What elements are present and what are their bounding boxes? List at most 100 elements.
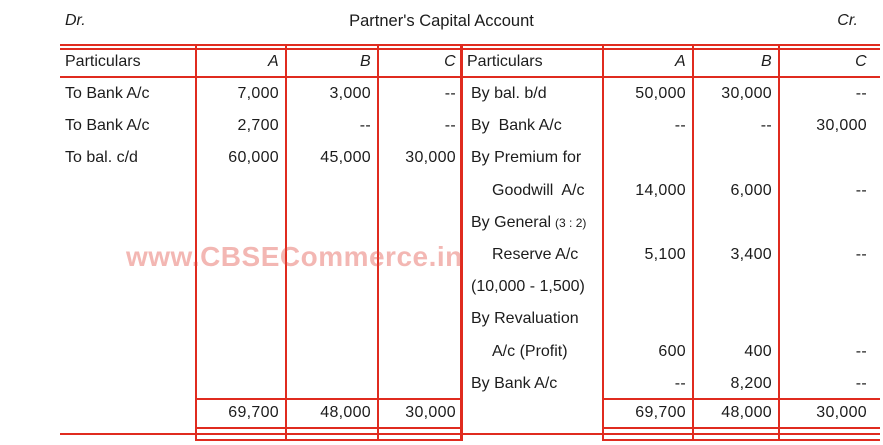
credit-amount-b: 30,000 bbox=[721, 85, 772, 103]
credit-col-c-header: C bbox=[855, 53, 867, 70]
credit-particulars: By General (3 : 2) bbox=[471, 213, 587, 231]
debit-particulars: To Bank A/c bbox=[65, 85, 150, 103]
credit-row: Reserve A/c 5,100 3,400 -- bbox=[462, 239, 880, 271]
credit-particulars: A/c (Profit) bbox=[492, 342, 568, 360]
credit-amount-c: -- bbox=[855, 181, 867, 199]
credit-particulars: By bal. b/d bbox=[471, 85, 547, 103]
debit-total-row: 69,700 48,000 30,000 bbox=[60, 398, 462, 427]
debit-total-a: 69,700 bbox=[228, 403, 279, 421]
debit-particulars-header: Particulars bbox=[65, 53, 141, 70]
credit-amount-b: 3,400 bbox=[730, 246, 772, 264]
credit-amount-a: -- bbox=[674, 374, 686, 392]
debit-col-b-header: B bbox=[360, 53, 371, 70]
credit-amount-c: -- bbox=[855, 374, 867, 392]
debit-col-a-divider bbox=[195, 44, 197, 441]
credit-row: By bal. b/d 50,000 30,000 -- bbox=[462, 78, 880, 110]
debit-amount-b: 3,000 bbox=[329, 85, 371, 103]
credit-amount-c: -- bbox=[855, 342, 867, 360]
header-rule bbox=[60, 76, 880, 78]
credit-amount-b: 8,200 bbox=[730, 374, 772, 392]
credit-particulars: By Bank A/c bbox=[471, 374, 558, 392]
credit-amount-c: -- bbox=[855, 246, 867, 264]
debit-row: To Bank A/c 2,700 -- -- bbox=[60, 110, 462, 142]
debit-total-top-rule bbox=[195, 398, 462, 400]
debit-total-bottom-rule bbox=[195, 427, 462, 429]
debit-total-c: 30,000 bbox=[405, 403, 456, 421]
credit-amount-c bbox=[778, 303, 880, 335]
credit-total-c: 30,000 bbox=[816, 403, 867, 421]
credit-particulars-header: Particulars bbox=[467, 53, 543, 70]
debit-particulars: To bal. c/d bbox=[65, 149, 138, 167]
credit-amount-b bbox=[692, 207, 778, 239]
cr-label: Cr. bbox=[837, 12, 858, 29]
credit-amount-a: 600 bbox=[658, 342, 686, 360]
credit-total-top-rule bbox=[602, 398, 880, 400]
credit-amount-a bbox=[602, 271, 692, 303]
credit-row: Goodwill A/c 14,000 6,000 -- bbox=[462, 175, 880, 207]
credit-amount-a bbox=[602, 207, 692, 239]
credit-particulars: (10,000 - 1,500) bbox=[471, 278, 585, 296]
debit-col-b-divider bbox=[285, 44, 287, 441]
credit-amount-a: 14,000 bbox=[635, 181, 686, 199]
credit-col-b-divider bbox=[692, 44, 694, 441]
credit-row: By Premium for bbox=[462, 142, 880, 174]
debit-row: To bal. c/d 60,000 45,000 30,000 bbox=[60, 142, 462, 174]
credit-amount-c: 30,000 bbox=[816, 117, 867, 135]
page-title: Partner's Capital Account bbox=[349, 12, 534, 30]
debit-col-a-header: A bbox=[268, 53, 279, 70]
top-rule-outer bbox=[60, 44, 880, 46]
debit-side-rows: To Bank A/c 7,000 3,000 -- To Bank A/c 2,700 -… bbox=[60, 78, 462, 175]
dr-label: Dr. bbox=[65, 12, 86, 29]
credit-total-particulars bbox=[462, 398, 602, 427]
credit-amount-a bbox=[602, 142, 692, 174]
credit-particulars: Reserve A/c bbox=[492, 246, 579, 264]
debit-closing-rule bbox=[195, 439, 462, 441]
debit-total-particulars bbox=[60, 398, 195, 427]
debit-amount-c: 30,000 bbox=[405, 149, 456, 167]
top-rule-inner bbox=[60, 48, 880, 50]
credit-amount-b bbox=[692, 303, 778, 335]
credit-col-a-divider bbox=[602, 44, 604, 441]
debit-total-b: 48,000 bbox=[320, 403, 371, 421]
debit-amount-c: -- bbox=[444, 117, 456, 135]
table-bottom-rule bbox=[60, 433, 880, 435]
credit-particulars: By Revaluation bbox=[471, 310, 579, 328]
debit-col-c-header: C bbox=[444, 53, 456, 70]
credit-amount-b bbox=[692, 271, 778, 303]
credit-row: By Revaluation bbox=[462, 303, 880, 335]
credit-row: By General (3 : 2) bbox=[462, 207, 880, 239]
debit-amount-b: -- bbox=[359, 117, 371, 135]
credit-amount-b: 6,000 bbox=[730, 181, 772, 199]
credit-amount-b: -- bbox=[760, 117, 772, 135]
credit-total-b: 48,000 bbox=[721, 403, 772, 421]
credit-amount-c: -- bbox=[855, 85, 867, 103]
debit-amount-a: 60,000 bbox=[228, 149, 279, 167]
credit-amount-c bbox=[778, 142, 880, 174]
credit-row: By Bank A/c -- 8,200 -- bbox=[462, 368, 880, 400]
credit-amount-a: 50,000 bbox=[635, 85, 686, 103]
credit-col-b-header: B bbox=[761, 53, 772, 70]
credit-col-a-header: A bbox=[675, 53, 686, 70]
column-header-row: Particulars A B C Particulars A B C bbox=[60, 48, 880, 76]
credit-amount-a: -- bbox=[674, 117, 686, 135]
credit-total-bottom-rule bbox=[602, 427, 880, 429]
caption-row: Dr. Partner's Capital Account Cr. bbox=[0, 12, 883, 34]
credit-amount-b bbox=[692, 142, 778, 174]
credit-particulars: Goodwill A/c bbox=[492, 181, 585, 199]
credit-col-c-divider bbox=[778, 44, 780, 441]
credit-row: By Bank A/c -- -- 30,000 bbox=[462, 110, 880, 142]
debit-amount-a: 2,700 bbox=[237, 117, 279, 135]
credit-row: A/c (Profit) 600 400 -- bbox=[462, 336, 880, 368]
credit-amount-b: 400 bbox=[744, 342, 772, 360]
credit-row: (10,000 - 1,500) bbox=[462, 271, 880, 303]
debit-amount-b: 45,000 bbox=[320, 149, 371, 167]
debit-col-c-divider bbox=[377, 44, 379, 441]
credit-particulars: By Bank A/c bbox=[471, 117, 562, 135]
credit-total-row: 69,700 48,000 30,000 bbox=[462, 398, 880, 427]
credit-amount-a: 5,100 bbox=[644, 246, 686, 264]
debit-amount-c: -- bbox=[444, 85, 456, 103]
ratio-note: (3 : 2) bbox=[555, 215, 587, 230]
credit-amount-c bbox=[778, 207, 880, 239]
credit-amount-a bbox=[602, 303, 692, 335]
